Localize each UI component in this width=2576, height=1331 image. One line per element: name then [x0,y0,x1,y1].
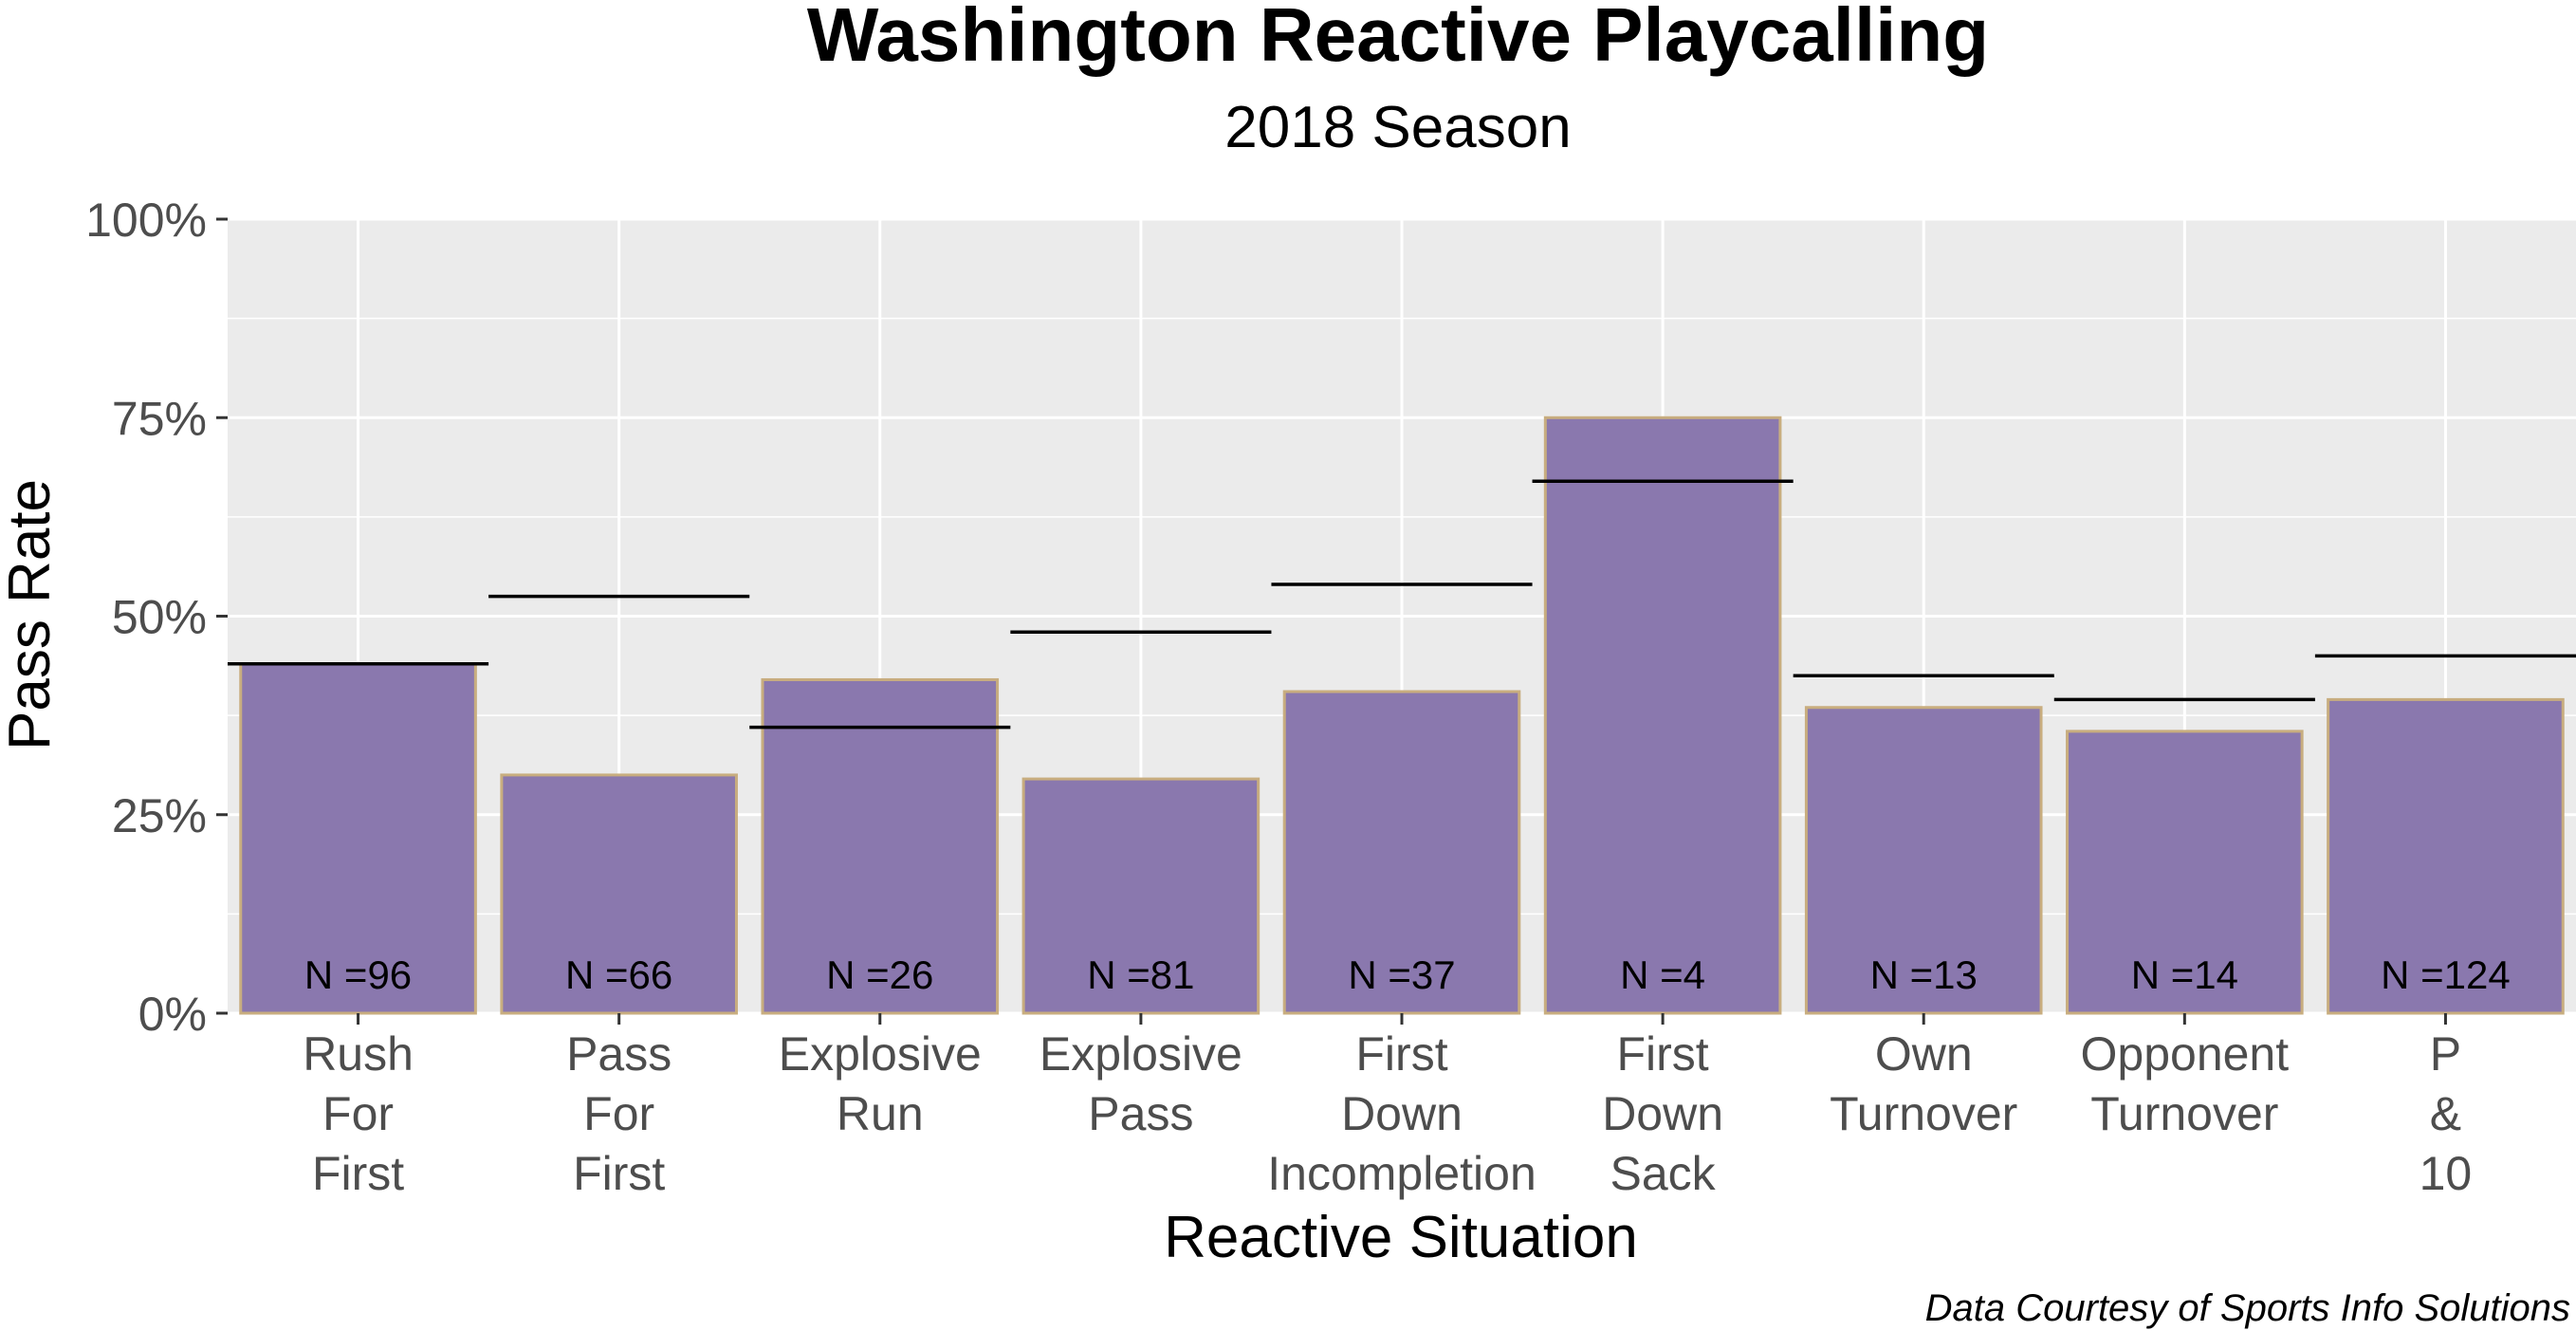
bar [239,662,477,1015]
sample-size-label: N =37 [1348,952,1455,997]
x-tick-label: Opponent Turnover [2081,1027,2290,1140]
bar [2327,697,2565,1015]
chart-title: Washington Reactive Playcalling [807,0,1989,77]
bar [1282,690,1521,1015]
x-tick-label: Pass For First [566,1027,672,1200]
sample-size-labels: N =96 N =66 N =26 N =81 N =37 N =4 N =13 N =14 N… [304,952,2511,997]
bar [1021,777,1260,1015]
bar [1804,706,2043,1015]
sample-size-label: N =96 [304,952,412,997]
sample-size-label: N =4 [1620,952,1705,997]
bar [1543,416,1782,1015]
x-tick-label: Explosive Run [779,1027,982,1140]
sample-size-label: N =26 [826,952,933,997]
x-tick-label: Rush For First [303,1027,414,1200]
x-axis: Rush For First Pass For First Explosive Run Expl… [303,1013,2472,1200]
x-tick-label: Explosive Pass [1040,1027,1242,1140]
y-tick-label: 100% [85,194,207,247]
reference-lines [228,479,2576,730]
bar [500,773,738,1015]
sample-size-label: N =66 [565,952,672,997]
y-tick-label: 50% [112,591,207,644]
y-axis: 0% 25% 50% 75% 100% [85,194,228,1041]
sample-size-label: N =124 [2381,952,2511,997]
sample-size-label: N =81 [1087,952,1194,997]
chart-caption: Data Courtesy of Sports Info Solutions [1925,1287,2570,1329]
y-axis-title: Pass Rate [0,479,63,750]
bar [2066,730,2304,1015]
x-tick-label: Own Turnover [1830,1027,2017,1140]
x-axis-title: Reactive Situation [1164,1205,1638,1270]
y-tick-label: 25% [112,789,207,842]
x-tick-label: First Down Sack [1602,1027,1723,1200]
bar [761,677,1000,1015]
x-tick-label: P & 10 [2420,1027,2473,1200]
chart-subtitle: 2018 Season [1224,95,1571,160]
sample-size-label: N =13 [1870,952,1978,997]
x-tick-label: First Down Incompletion [1267,1027,1536,1200]
y-tick-label: 75% [112,392,207,445]
bars [239,416,2565,1015]
sample-size-label: N =14 [2131,952,2238,997]
y-tick-label: 0% [138,988,207,1041]
